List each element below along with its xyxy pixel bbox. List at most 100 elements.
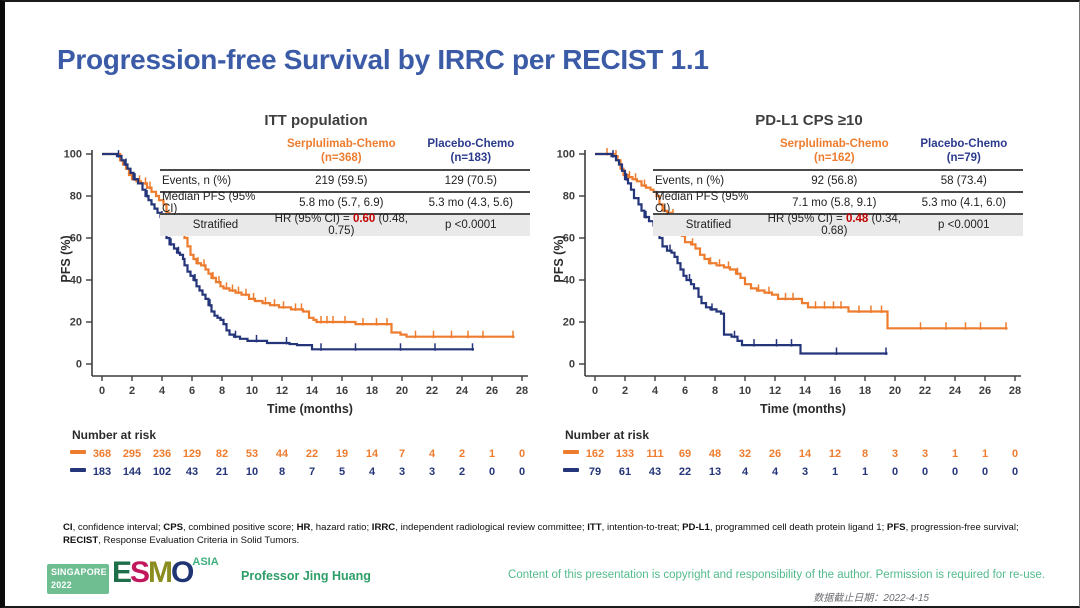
y-tick-label: 20 [70,317,82,329]
p-value: p <0.0001 [445,219,497,232]
footnote-segment: , programmed cell death protein ligand 1… [709,522,887,533]
hr-value-cell: HR (95% CI) = 0.60 (0.48, 0.75) [274,213,408,238]
risk-count: 4 [742,466,749,478]
risk-count: 183 [93,466,111,478]
risk-count: 236 [153,448,171,460]
table-row-median-pfs: Median PFS (95% CI) 5.8 mo (5.7, 6.9) 5.… [160,190,530,215]
risk-count: 43 [649,466,661,478]
y-axis-title: PFS (%) [59,235,73,282]
x-tick-label: 26 [486,385,498,397]
risk-count: 43 [186,466,198,478]
column-header-label: Serplulimab-Chemo [286,138,396,150]
abbreviations-footnote: CI, confidence interval; CPS, combined p… [63,521,1028,547]
km-curve-placebo-chemo [595,152,888,355]
risk-count: 22 [306,448,318,460]
x-tick-label: 10 [739,385,751,397]
row-label: Events, n (%) [655,174,725,187]
risk-count: 129 [183,448,201,460]
risk-count: 0 [519,448,525,460]
risk-count: 133 [616,448,634,460]
column-header-serplulimab: Serplulimab-Chemo (n=368) [271,138,412,166]
y-tick-label: 40 [70,275,82,287]
table-row-stratified: Stratified HR (95% CI) = 0.60 (0.48, 0.7… [160,213,530,238]
p-value: p <0.0001 [938,219,990,232]
risk-count: 82 [216,448,228,460]
risk-count: 21 [216,466,228,478]
risk-count: 0 [952,466,958,478]
row-label: Stratified [685,219,732,232]
footnote-segment: , progression-free survival; [905,522,1019,533]
x-tick-label: 20 [396,385,408,397]
x-tick-label: 14 [306,385,319,397]
footnote-segment: CI [63,522,73,533]
risk-count: 3 [429,466,435,478]
risk-count: 144 [123,466,142,478]
x-tick-label: 22 [919,385,931,397]
x-tick-label: 2 [129,385,135,397]
esmo-wordmark: E S M O ASIA [112,556,219,589]
esmo-event-badge: SINGAPORE 2022 [47,564,109,594]
risk-count: 8 [862,448,868,460]
row-label: Stratified [192,219,239,232]
chart-title-pdl1: PD-L1 CPS ≥10 [755,112,863,129]
x-tick-label: 0 [99,385,105,397]
risk-count: 3 [922,448,928,460]
column-header-n: (n=162) [814,151,855,164]
event-year: 2022 [51,579,72,590]
x-tick-label: 22 [426,385,438,397]
column-header-n: (n=79) [946,151,981,164]
x-tick-label: 28 [1009,385,1021,397]
x-tick-label: 16 [829,385,841,397]
y-tick-label: 20 [563,317,575,329]
column-header-label: Placebo-Chemo [427,138,515,150]
table-rule [653,168,1023,171]
column-header-label: Placebo-Chemo [920,138,1008,150]
risk-count: 10 [246,466,258,478]
footnote-segment: CPS [163,522,183,533]
row-label: Median PFS (95% CI) [162,190,256,215]
risk-count: 26 [769,448,781,460]
cell-value: 58 (73.4) [940,174,987,187]
risk-count: 162 [586,448,604,460]
table-row-median-pfs: Median PFS (95% CI) 7.1 mo (5.8, 9.1) 5.… [653,191,1023,215]
km-plot-pdl1: 0 20 40 60 80 100 0 2 4 6 8 10 12 14 16 18 20 22 24 26 28 Tim… [551,138,1036,493]
table-row-events: Events, n (%) 92 (56.8) 58 (73.4) [653,171,1023,191]
column-header-placebo: Placebo-Chemo (n=183) [412,138,530,166]
x-tick-label: 2 [622,385,628,397]
risk-count: 0 [892,466,898,478]
risk-count: 53 [246,448,258,460]
cell-value: 5.3 mo (4.1, 6.0) [921,196,1006,209]
x-tick-label: 26 [979,385,991,397]
footnote-segment: ITT [587,522,602,533]
cell-value: 92 (56.8) [811,174,858,187]
risk-count: 14 [799,448,812,460]
event-city: SINGAPORE [51,567,107,577]
footnote-segment: RECIST [63,535,99,547]
x-tick-label: 0 [592,385,598,397]
risk-count: 111 [646,448,663,460]
y-tick-label: 60 [563,233,575,245]
cell-value: 219 (59.5) [315,174,368,187]
risk-count: 8 [279,466,285,478]
y-tick-label: 100 [64,149,82,161]
x-tick-label: 14 [799,385,812,397]
risk-count: 102 [153,466,171,478]
km-curve-placebo-chemo [102,152,474,351]
risk-count: 19 [336,448,348,460]
risk-count: 44 [276,448,289,460]
y-tick-label: 0 [76,359,82,371]
risk-count: 0 [489,466,495,478]
risk-count: 0 [1012,466,1018,478]
cell-value: 129 (70.5) [444,174,497,187]
risk-count: 0 [982,466,988,478]
table-rule [160,168,530,171]
copyright-notice: Content of this presentation is copyrigh… [508,569,1045,581]
x-tick-label: 4 [652,385,659,397]
hr-ratio: 0.60 [352,213,376,226]
x-tick-label: 12 [276,385,288,397]
cell-value: 5.8 mo (5.7, 6.9) [299,196,384,209]
x-tick-label: 24 [456,385,469,397]
risk-count: 32 [739,448,751,460]
esmo-asia-logo: SINGAPORE 2022 E S M O ASIA [47,556,219,594]
page-title: Progression-free Survival by IRRC per RE… [57,44,709,75]
